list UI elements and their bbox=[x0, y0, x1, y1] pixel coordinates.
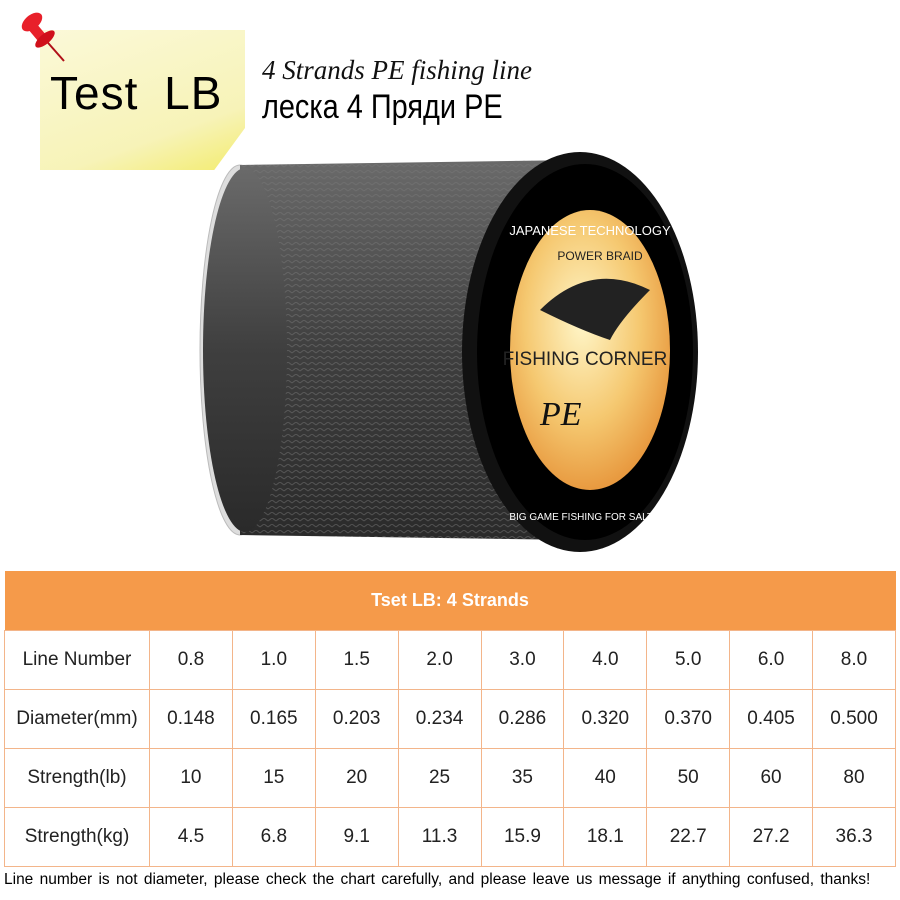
row-label: Line Number bbox=[4, 630, 150, 690]
table-cell: 0.405 bbox=[729, 689, 813, 749]
table-cell: 5.0 bbox=[646, 630, 731, 690]
table-cell: 1.0 bbox=[231, 630, 316, 690]
spec-table: Tset LB: 4 Strands Line Number 0.8 1.0 1.5 2… bbox=[4, 571, 896, 867]
table-cell: 3.0 bbox=[480, 630, 565, 690]
label-brand: POWER BRAID bbox=[557, 249, 643, 263]
sailfish-icon bbox=[540, 278, 650, 340]
table-cell: 0.234 bbox=[397, 689, 482, 749]
table-cell: 0.203 bbox=[314, 689, 399, 749]
table-cell: 11.3 bbox=[397, 807, 482, 867]
table-cell: 25 bbox=[397, 748, 482, 808]
table-row: Line Number 0.8 1.0 1.5 2.0 3.0 4.0 5.0 6.0 8.0 bbox=[4, 630, 896, 690]
table-cell: 20 bbox=[314, 748, 399, 808]
note-title: Test LB bbox=[50, 67, 223, 119]
table-cell: 40 bbox=[563, 748, 648, 808]
row-label: Strength(lb) bbox=[4, 748, 150, 808]
table-cell: 0.320 bbox=[563, 689, 648, 749]
table-row: Strength(lb) 10 15 20 25 35 40 50 60 80 bbox=[4, 748, 896, 808]
table-cell: 4.0 bbox=[563, 630, 648, 690]
table-cell: 6.0 bbox=[729, 630, 813, 690]
table-cell: 4.5 bbox=[149, 807, 233, 867]
label-name: FISHING CORNER bbox=[503, 349, 668, 370]
table-cell: 9.1 bbox=[314, 807, 399, 867]
fishing-line-spool: JAPANESE TECHNOLOGY POWER BRAID FISHING … bbox=[199, 152, 698, 552]
footer-note: Line number is not diameter, please chec… bbox=[4, 871, 871, 888]
table-cell: 22.7 bbox=[646, 807, 731, 867]
table-cell: 15 bbox=[231, 748, 316, 808]
table-cell: 0.148 bbox=[149, 689, 233, 749]
table-row: Diameter(mm) 0.148 0.165 0.203 0.234 0.286 0.3… bbox=[4, 689, 896, 749]
table-cell: 80 bbox=[812, 748, 896, 808]
row-label: Strength(kg) bbox=[4, 807, 150, 867]
table-cell: 0.370 bbox=[646, 689, 731, 749]
label-top-arc: JAPANESE TECHNOLOGY bbox=[509, 223, 671, 238]
sticky-note bbox=[40, 30, 245, 170]
table-cell: 0.8 bbox=[149, 630, 233, 690]
table-cell: 50 bbox=[646, 748, 731, 808]
table-cell: 1.5 bbox=[314, 630, 399, 690]
table-cell: 0.286 bbox=[480, 689, 565, 749]
table-cell: 2.0 bbox=[397, 630, 482, 690]
table-cell: 60 bbox=[729, 748, 813, 808]
subtitle-english: 4 Strands PE fishing line bbox=[262, 55, 532, 85]
label-mark: PE bbox=[539, 396, 582, 433]
label-bottom-arc: BIG GAME FISHING FOR SALT WATER bbox=[509, 512, 690, 523]
table-cell: 27.2 bbox=[729, 807, 813, 867]
table-cell: 35 bbox=[480, 748, 565, 808]
table-cell: 6.8 bbox=[231, 807, 316, 867]
row-label: Diameter(mm) bbox=[4, 689, 150, 749]
table-cell: 0.500 bbox=[812, 689, 896, 749]
table-row: Strength(kg) 4.5 6.8 9.1 11.3 15.9 18.1 22.7 27.… bbox=[4, 807, 896, 867]
table-title: Tset LB: 4 Strands bbox=[4, 571, 896, 631]
table-cell: 36.3 bbox=[812, 807, 896, 867]
subtitle-russian: леска 4 Пряди PE bbox=[262, 88, 503, 126]
table-cell: 15.9 bbox=[480, 807, 565, 867]
table-cell: 0.165 bbox=[231, 689, 316, 749]
spool-label bbox=[510, 210, 670, 490]
table-cell: 8.0 bbox=[812, 630, 896, 690]
pushpin-icon bbox=[21, 12, 65, 62]
table-cell: 10 bbox=[149, 748, 233, 808]
table-cell: 18.1 bbox=[563, 807, 648, 867]
